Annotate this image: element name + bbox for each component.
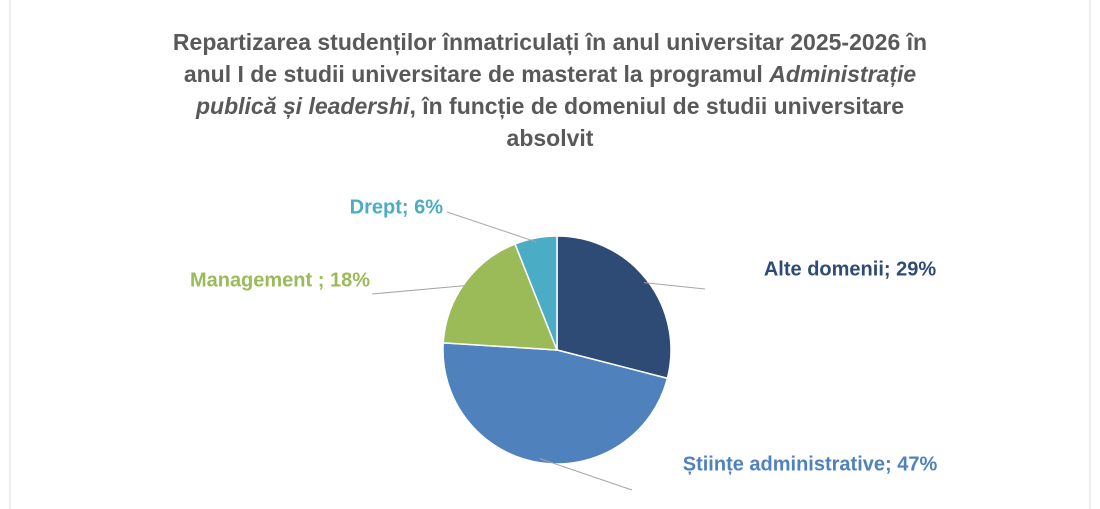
- leader-line: [371, 284, 469, 295]
- pie-slice: [556, 235, 672, 380]
- chart-title: Repartizarea studenților înmatriculați î…: [150, 26, 950, 154]
- data-label: Științe administrative; 47%: [683, 453, 938, 475]
- data-label: Drept; 6%: [350, 196, 444, 218]
- pie-slice: [442, 342, 669, 465]
- leader-line: [446, 211, 537, 243]
- leader-line: [643, 282, 706, 290]
- pie-slice: [442, 243, 559, 351]
- title-part: Administrație publică și leadershi: [195, 61, 917, 119]
- title-part: Repartizarea studenților înmatriculați î…: [172, 29, 928, 87]
- leader-line: [539, 458, 633, 491]
- data-label: Management ; 18%: [190, 269, 370, 291]
- data-label: Alte domenii; 29%: [764, 258, 936, 280]
- pie-slice: [514, 235, 558, 351]
- title-part: , în funcție de domeniul de studii unive…: [409, 93, 905, 151]
